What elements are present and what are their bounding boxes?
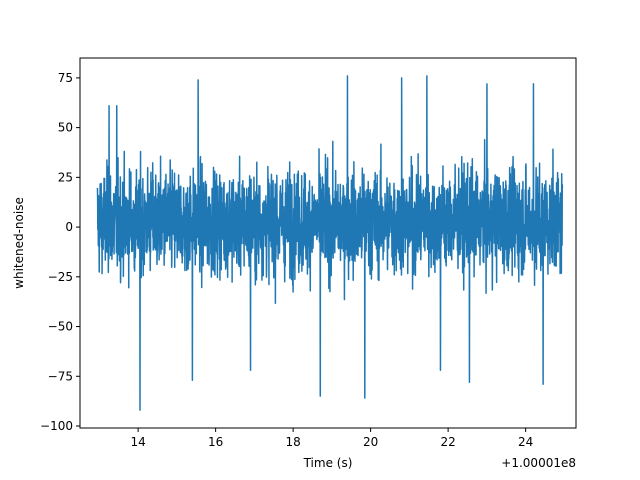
y-tick-label: 25 <box>58 170 73 184</box>
x-tick-label: 24 <box>518 435 533 449</box>
y-axis-label: whitened-noise <box>12 197 26 289</box>
y-axis: −100 −75 −50 −25 0 25 50 75 <box>40 71 80 433</box>
series-line <box>96 75 564 411</box>
y-tick-label: 75 <box>58 71 73 85</box>
x-tick-label: 22 <box>440 435 455 449</box>
y-tick-label: −100 <box>40 419 73 433</box>
series-layer <box>96 75 564 411</box>
plot-area <box>79 57 577 429</box>
y-tick-label: −75 <box>48 369 73 383</box>
y-tick-label: 0 <box>65 220 73 234</box>
x-tick-label: 14 <box>130 435 145 449</box>
y-tick-label: −50 <box>48 320 73 334</box>
x-offset-label: +1.00001e8 <box>501 456 576 470</box>
x-tick-label: 16 <box>208 435 223 449</box>
x-axis-label: Time (s) <box>303 456 353 470</box>
y-tick-label: −25 <box>48 270 73 284</box>
x-tick-label: 18 <box>285 435 300 449</box>
x-axis: 14 16 18 20 22 24 <box>130 428 533 449</box>
x-tick-label: 20 <box>363 435 378 449</box>
axes-frame <box>79 57 577 429</box>
y-tick-label: 50 <box>58 121 73 135</box>
